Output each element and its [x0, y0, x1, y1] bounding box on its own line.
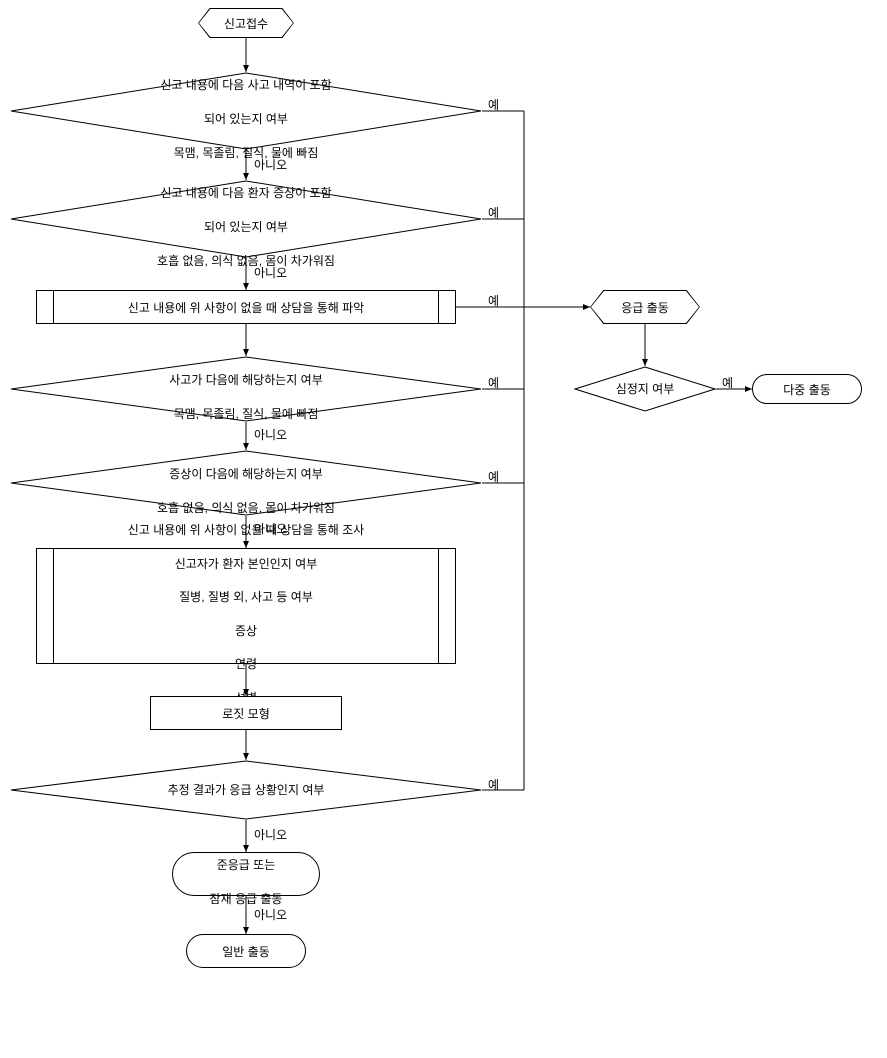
node-semi-label: 준응급 또는 잠재 응급 출동 [210, 840, 283, 907]
node-d2: 신고 내용에 다음 환자 증상이 포함 되어 있는지 여부 호흡 없음, 의식 … [10, 180, 482, 258]
edge-label: 예 [488, 374, 499, 391]
edge-label: 예 [488, 96, 499, 113]
node-multi-label: 다중 출동 [783, 381, 831, 398]
node-semi: 준응급 또는 잠재 응급 출동 [172, 852, 320, 896]
node-normal: 일반 출동 [186, 934, 306, 968]
edge-label: 아니오 [254, 826, 287, 843]
node-emergency-label: 응급 출동 [621, 299, 669, 316]
edge-label: 아니오 [254, 906, 287, 923]
edge-label: 예 [488, 292, 499, 309]
node-d1: 신고 내용에 다음 사고 내역이 포함 되어 있는지 여부 목맴, 목졸림, 질… [10, 72, 482, 150]
edge-label: 예 [488, 776, 499, 793]
edge-label: 예 [722, 374, 733, 391]
edge-label: 아니오 [254, 520, 287, 537]
node-sp2-label: 신고 내용에 위 사항이 없을 때 상담을 통해 조사 신고자가 환자 본인인지… [128, 505, 364, 707]
node-d1-label: 신고 내용에 다음 사고 내역이 포함 되어 있는지 여부 목맴, 목졸림, 질… [120, 61, 371, 162]
edge-label: 예 [488, 468, 499, 485]
node-d3: 사고가 다음에 해당하는지 여부 목맴, 목졸림, 질식, 물에 빠짐 [10, 356, 482, 422]
node-start-label: 신고접수 [224, 15, 268, 32]
node-d5: 추정 결과가 응급 상황인지 여부 [10, 760, 482, 820]
node-logit: 로짓 모형 [150, 696, 342, 730]
node-start: 신고접수 [198, 8, 294, 38]
edge-label: 아니오 [254, 426, 287, 443]
node-cardiac-arrest-label: 심정지 여부 [598, 381, 693, 398]
node-d3-label: 사고가 다음에 해당하는지 여부 목맴, 목졸림, 질식, 물에 빠짐 [129, 355, 363, 422]
node-d4-label: 증상이 다음에 해당하는지 여부 호흡 없음, 의식 없음, 몸이 차가워짐 [117, 449, 375, 516]
node-sp1: 신고 내용에 위 사항이 없을 때 상담을 통해 파악 [36, 290, 456, 324]
node-d5-label: 추정 결과가 응급 상황인지 여부 [128, 782, 365, 799]
node-normal-label: 일반 출동 [222, 943, 270, 960]
node-sp1-label: 신고 내용에 위 사항이 없을 때 상담을 통해 파악 [128, 299, 364, 316]
node-emergency: 응급 출동 [590, 290, 700, 324]
node-sp2: 신고 내용에 위 사항이 없을 때 상담을 통해 조사 신고자가 환자 본인인지… [36, 548, 456, 664]
node-cardiac-arrest: 심정지 여부 [574, 366, 716, 412]
edge-label: 예 [488, 204, 499, 221]
node-logit-label: 로짓 모형 [222, 705, 270, 722]
node-d4: 증상이 다음에 해당하는지 여부 호흡 없음, 의식 없음, 몸이 차가워짐 [10, 450, 482, 516]
node-multi: 다중 출동 [752, 374, 862, 404]
node-d2-label: 신고 내용에 다음 환자 증상이 포함 되어 있는지 여부 호흡 없음, 의식 … [117, 169, 375, 270]
